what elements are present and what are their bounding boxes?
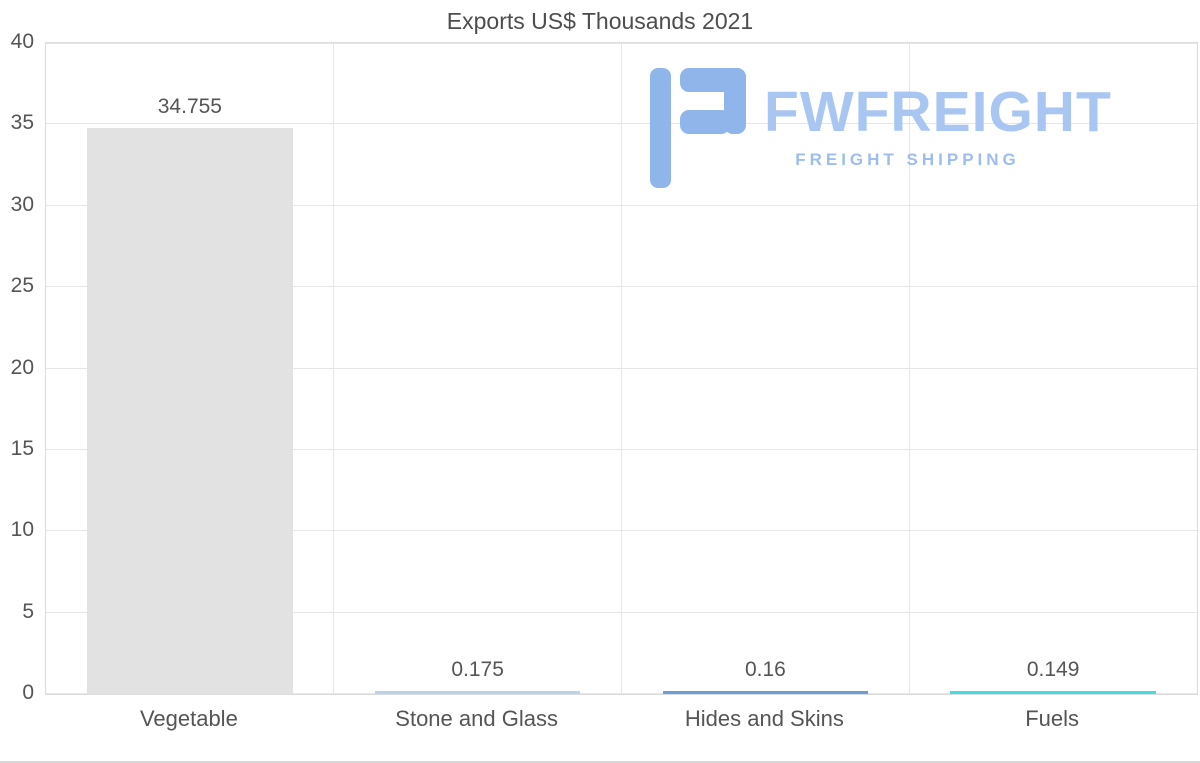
bar-value-label: 0.175 xyxy=(451,658,504,681)
bar-value-label: 0.16 xyxy=(744,658,786,681)
bar-value-label: 0.149 xyxy=(1026,658,1080,681)
logo-text: FWFREIGHT xyxy=(764,80,1112,144)
plot-area: 34.755 0.175 0.16 0.149 xyxy=(45,42,1198,695)
y-tick-label: 25 xyxy=(10,274,34,298)
y-tick-label: 40 xyxy=(10,30,34,53)
logo-subtitle: FREIGHT SHIPPING xyxy=(795,150,1020,169)
y-tick-label: 0 xyxy=(22,681,34,704)
y-tick-label: 10 xyxy=(10,518,34,542)
gridline-vertical xyxy=(621,43,622,694)
x-category-label: Hides and Skins xyxy=(684,706,844,731)
y-tick-label: 15 xyxy=(10,436,34,460)
fwfreight-logo-icon xyxy=(650,68,746,188)
fwfreight-logo: FWFREIGHT FREIGHT SHIPPING xyxy=(650,68,1112,188)
y-tick-label: 20 xyxy=(10,355,34,379)
gridline-vertical xyxy=(908,43,910,694)
x-category-label: Fuels xyxy=(1025,706,1080,731)
y-tick-label: 5 xyxy=(22,599,34,623)
logo-text-block: FWFREIGHT FREIGHT SHIPPING xyxy=(764,68,1112,170)
y-tick-label: 30 xyxy=(10,192,34,216)
bar-value-label: 34.755 xyxy=(157,95,222,119)
chart-title: Exports US$ Thousands 2021 xyxy=(446,8,754,34)
y-axis: 0 5 10 15 20 25 30 35 40 xyxy=(0,30,38,704)
gridline-vertical xyxy=(333,43,335,694)
bar-fuels xyxy=(950,691,1156,694)
bar-hides-and-skins xyxy=(662,691,869,694)
x-category-label: Stone and Glass xyxy=(395,706,558,731)
bar-stone-and-glass xyxy=(374,691,581,694)
x-axis: Vegetable Stone and Glass Hides and Skins F… xyxy=(45,706,1198,740)
x-category-label: Vegetable xyxy=(139,706,238,731)
y-tick-label: 35 xyxy=(10,111,34,135)
bar-vegetable xyxy=(87,128,293,694)
